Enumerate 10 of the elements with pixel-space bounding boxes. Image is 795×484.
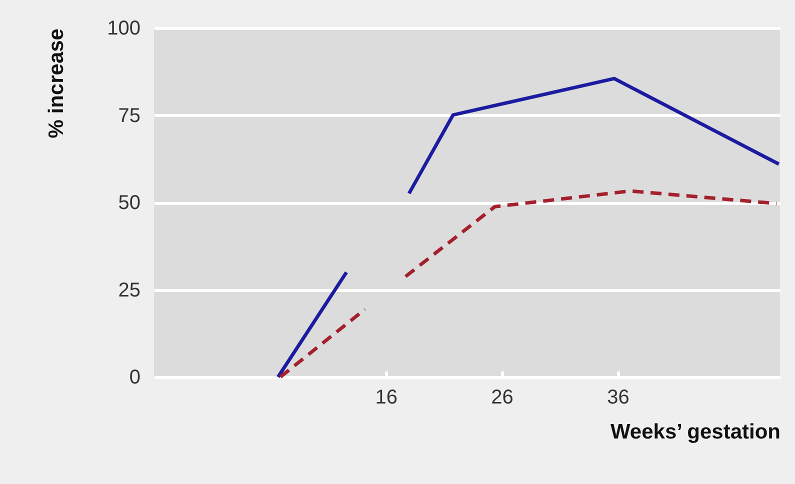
y-tick-label: 100	[107, 18, 140, 40]
x-tick-label: 26	[491, 386, 514, 408]
y-tick-label: 75	[118, 104, 140, 127]
x-tick-label: 36	[607, 386, 630, 408]
y-tick-label: 50	[118, 192, 140, 214]
x-axis-title: Weeks’ gestation	[610, 420, 780, 444]
x-tick-label: 16	[375, 386, 398, 408]
y-tick-label: 0	[129, 366, 140, 388]
y-axis-title: % increase	[45, 28, 68, 138]
y-tick-label: 25	[118, 279, 140, 302]
